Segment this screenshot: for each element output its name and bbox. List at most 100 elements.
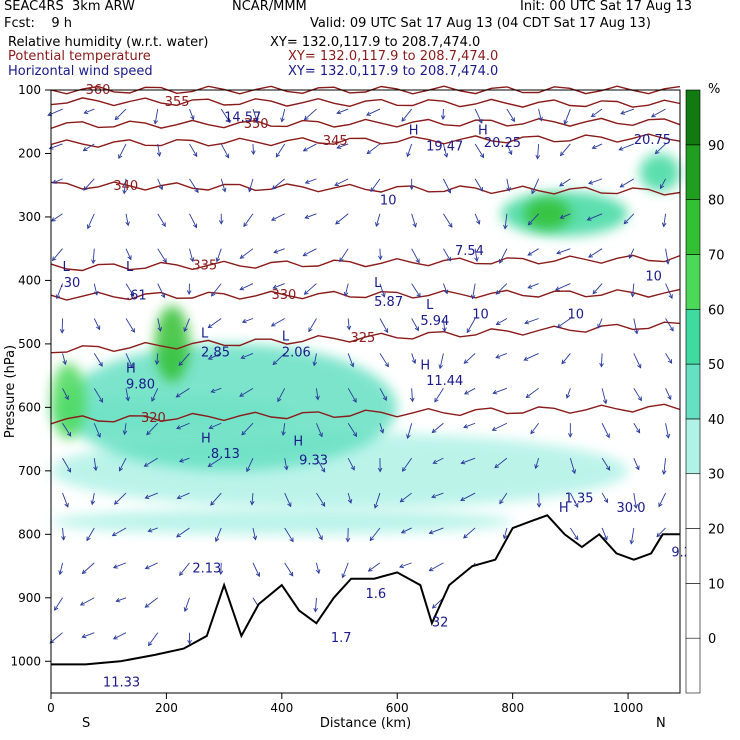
wind-arrow-163 [375, 213, 381, 228]
wind-arrow-134 [308, 318, 317, 333]
wind-arrow-278 [597, 318, 603, 329]
wind-arrow-115 [271, 213, 285, 221]
wind-arrow-149 [343, 283, 349, 297]
y-tick-800: 800 [18, 527, 41, 541]
wind-arrow-245 [527, 283, 539, 289]
wind-arrow-90 [207, 457, 222, 468]
theta-contour-350 [50, 117, 681, 130]
wind-arrow-11 [62, 492, 69, 508]
colorbar-tick-20: 20 [708, 523, 725, 538]
wind-label-1: 19.47 [426, 139, 463, 154]
wind-arrow-58 [143, 457, 158, 467]
theta-contour-345 [50, 133, 681, 148]
wind-arrow-25 [93, 423, 101, 438]
wind-arrow-89 [208, 422, 222, 430]
wind-arrow-0 [47, 108, 63, 117]
rh-region-7 [524, 197, 571, 230]
wind-arrow-74 [178, 457, 190, 463]
wind-arrow-91 [210, 492, 222, 506]
wind-label-22: 1.6 [366, 587, 387, 602]
rh-region-5 [154, 305, 190, 382]
wind-arrow-298 [633, 457, 640, 471]
hl-mark-1: H [478, 123, 488, 138]
theta-contour-325 [50, 321, 681, 354]
wind-arrow-308 [665, 248, 670, 265]
wind-arrow-162 [370, 178, 381, 193]
theta-contour-355 [50, 97, 681, 108]
wind-arrow-62 [144, 597, 159, 608]
wind-arrow-212 [474, 248, 479, 263]
wind-arrow-7 [62, 353, 67, 366]
wind-arrow-41 [122, 423, 128, 436]
wind-arrow-195 [443, 213, 453, 228]
wind-arrow-202 [432, 457, 444, 464]
wind-arrow-133 [303, 283, 317, 295]
wind-arrow-288 [620, 108, 634, 115]
wind-arrow-289 [618, 143, 635, 151]
wind-arrow-71 [178, 353, 190, 367]
wind-arrow-123 [284, 492, 292, 508]
wind-arrow-247 [523, 353, 539, 361]
wind-arrow-297 [633, 423, 641, 434]
wind-arrow-130 [304, 178, 317, 184]
wind-arrow-57 [146, 422, 159, 436]
wind-arrow-261 [554, 283, 571, 291]
wind-arrow-224 [506, 108, 515, 123]
wind-arrow-72 [175, 387, 190, 398]
wind-arrow-138 [316, 457, 326, 473]
wind-arrow-88 [210, 387, 222, 393]
wind-arrow-35 [125, 213, 130, 227]
rh-region-3 [62, 343, 398, 471]
wind-arrow-251 [536, 493, 542, 508]
wind-arrow-21 [93, 283, 99, 296]
wind-arrow-311 [665, 353, 673, 364]
wind-arrow-240 [538, 108, 543, 122]
wind-arrow-181 [411, 283, 421, 298]
wind-label-5: 7.54 [455, 244, 484, 259]
wind-arrow-280 [601, 388, 608, 405]
field-wind-xy: XY= 132.0,117.9 to 208.7,474.0 [288, 64, 499, 79]
wind-arrow-10 [62, 457, 72, 473]
wind-arrow-150 [346, 318, 352, 331]
wind-arrow-228 [499, 248, 508, 264]
hl-mark-6: L [201, 327, 209, 342]
wind-arrow-5 [55, 283, 63, 300]
wind-arrow-144 [336, 108, 349, 115]
wind-arrow-6 [59, 318, 65, 334]
wind-arrow-154 [347, 457, 355, 471]
wind-arrow-214 [466, 318, 476, 334]
wind-label-4: 10 [380, 193, 397, 208]
wind-arrow-116 [273, 248, 285, 254]
wind-label-6: 5.87 [374, 295, 403, 310]
wind-label-15: 9.80 [126, 377, 155, 392]
wind-label-0: 14.57 [224, 111, 261, 126]
wind-arrow-8 [62, 388, 69, 401]
wind-arrow-124 [284, 527, 294, 543]
wind-arrow-276 [588, 248, 603, 258]
wind-arrow-4 [51, 248, 63, 262]
x-tick-600: 600 [386, 701, 409, 715]
colorbar-band-5 [685, 363, 701, 420]
wind-arrow-177 [406, 143, 413, 158]
wind-arrow-153 [347, 422, 358, 438]
wind-arrow-99 [243, 213, 254, 228]
wind-arrow-33 [118, 143, 127, 160]
rh-region-8 [639, 153, 680, 192]
wind-label-11: .61 [126, 288, 147, 303]
wind-arrow-122 [283, 458, 289, 471]
wind-arrow-267 [569, 492, 579, 508]
wind-arrow-112 [280, 108, 286, 123]
colorbar-band-10 [685, 89, 701, 146]
wind-arrow-146 [334, 178, 349, 186]
wind-label-7: 5.94 [420, 314, 449, 329]
wind-arrow-15 [49, 632, 63, 644]
wind-arrow-194 [443, 178, 452, 194]
y-tick-400: 400 [18, 273, 41, 287]
wind-arrow-196 [443, 248, 451, 262]
wind-arrow-309 [665, 283, 673, 300]
wind-arrow-256 [563, 108, 571, 125]
x-end-right: N [656, 716, 666, 731]
wind-arrow-257 [559, 143, 571, 157]
wind-arrow-101 [239, 283, 254, 291]
